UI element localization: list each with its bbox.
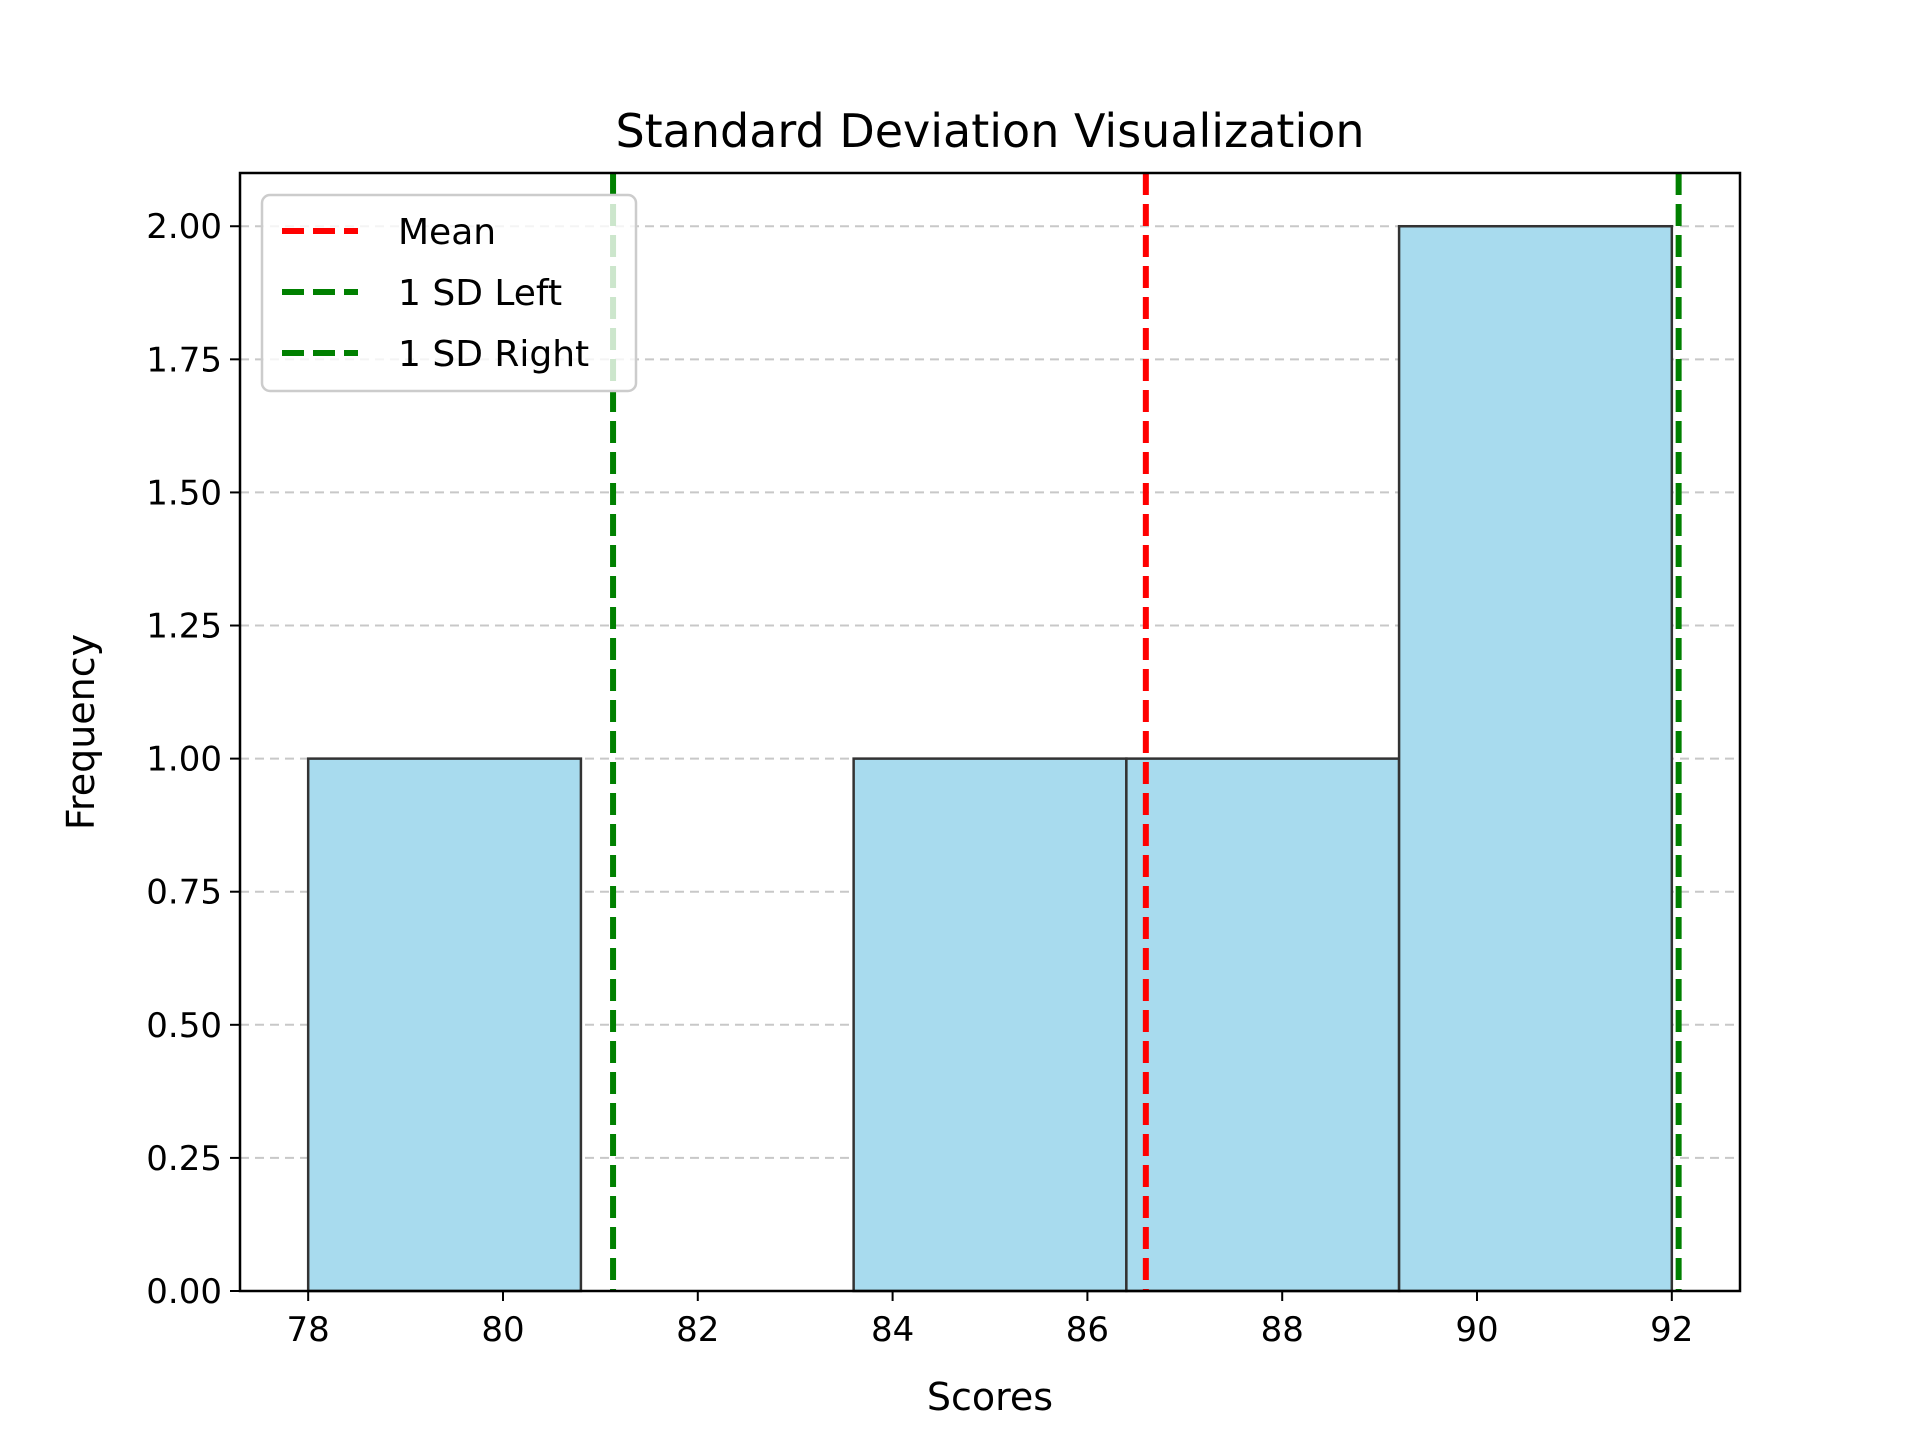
x-tick-label: 78 (287, 1310, 330, 1350)
y-axis-label: Frequency (59, 634, 103, 830)
x-tick-label: 90 (1455, 1310, 1498, 1350)
x-tick-label: 84 (871, 1310, 914, 1350)
histogram-bar (306, 757, 583, 1293)
legend-label: 1 SD Left (398, 273, 562, 314)
x-tick-label: 82 (676, 1310, 719, 1350)
y-tick-label: 0.75 (146, 873, 222, 913)
x-axis-ticks: 78 80 82 84 86 88 90 92 (287, 1291, 1693, 1350)
y-tick-label: 2.00 (146, 207, 222, 247)
chart-title: Standard Deviation Visualization (615, 104, 1364, 158)
y-tick-label: 1.50 (146, 473, 222, 513)
histogram-bars (306, 224, 1674, 1293)
x-axis-label: Scores (927, 1375, 1053, 1419)
plot-frame (238, 171, 1742, 1293)
histogram-bar (852, 757, 1128, 1293)
y-tick-label: 1.25 (146, 607, 222, 647)
x-tick-label: 86 (1066, 1310, 1109, 1350)
legend: Mean 1 SD Left 1 SD Right (260, 193, 638, 393)
y-tick-label: 0.25 (146, 1139, 222, 1179)
y-axis-ticks: 0.00 0.25 0.50 0.75 1.00 1.25 1.50 1.75 2.00 (146, 207, 240, 1312)
y-tick-label: 0.50 (146, 1006, 222, 1046)
legend-box (260, 193, 638, 393)
x-tick-label: 80 (481, 1310, 524, 1350)
legend-label: Mean (398, 212, 496, 253)
y-tick-label: 1.75 (146, 340, 222, 380)
y-tick-label: 1.00 (146, 740, 222, 780)
histogram-bar (1397, 224, 1674, 1293)
legend-label: 1 SD Right (398, 334, 589, 375)
histogram-bar (1125, 757, 1401, 1293)
x-tick-label: 92 (1650, 1310, 1693, 1350)
x-tick-label: 88 (1261, 1310, 1304, 1350)
y-tick-label: 0.00 (146, 1272, 222, 1312)
